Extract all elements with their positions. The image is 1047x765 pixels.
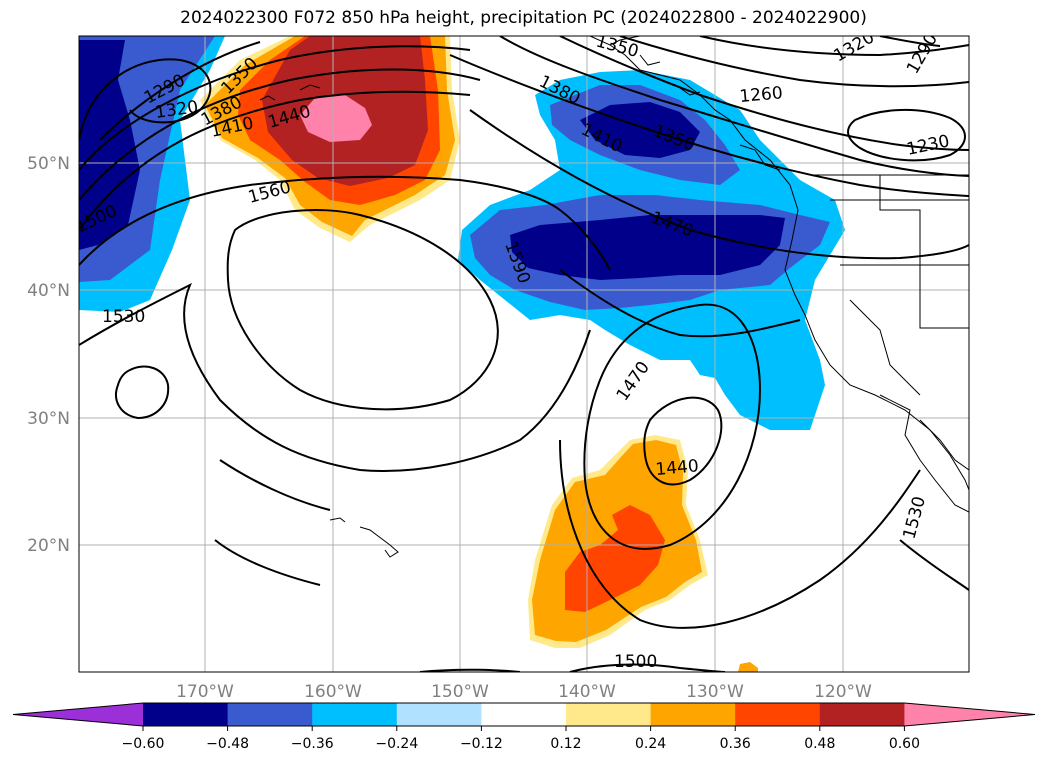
height-contours [79,36,969,672]
map-title: 2024022300 F072 850 hPa height, precipit… [180,8,867,28]
latitude-tick-label: 30°N [27,409,70,429]
colorbar-segment [650,703,736,726]
longitude-tick-label: 160°W [304,682,362,702]
colorbar-tick-label: −0.36 [291,736,334,752]
colorbar-segment [735,703,821,726]
contour-label: 1500 [614,652,657,672]
latitude-axis: 50°N 40°N 30°N 20°N [27,154,70,556]
colorbar-tick-label: −0.24 [375,736,418,752]
coastlines [259,36,969,558]
latitude-tick-label: 20°N [27,536,70,556]
longitude-axis: 170°W 160°W 150°W 140°W 130°W 120°W [176,682,872,702]
colorbar-segment [143,703,229,726]
colorbar-extend-high [904,703,1035,726]
colorbar: −0.60 −0.48 −0.36 −0.24 −0.12 0.12 0.24 0.36 0.4… [12,702,1036,752]
latitude-tick-label: 50°N [27,154,70,174]
longitude-tick-label: 130°W [686,682,744,702]
contour-label: 1440 [655,456,700,480]
colorbar-tick-label: −0.12 [460,736,503,752]
map-gridlines [79,36,969,672]
plot-area: 1290 1320 1350 1380 1410 1440 1560 1530 … [79,36,969,672]
plot-frame [78,35,970,673]
longitude-tick-label: 140°W [558,682,616,702]
latitude-tick-label: 40°N [27,281,70,301]
colorbar-segment [396,703,482,726]
contour-label: 1530 [102,307,145,327]
colorbar-tick-label: 0.12 [550,736,581,752]
longitude-tick-label: 150°W [431,682,489,702]
longitude-tick-label: 120°W [814,682,872,702]
negative-anomaly-west [79,36,225,312]
colorbar-segment [819,703,905,726]
colorbar-segment [312,703,398,726]
colorbar-segment [566,703,652,726]
longitude-tick-label: 170°W [176,682,234,702]
colorbar-segment [481,703,567,726]
contour-label: 1260 [739,83,784,107]
colorbar-tick-label: −0.48 [206,736,249,752]
colorbar-extend-low [13,703,143,726]
colorbar-tick-label: 0.48 [804,736,835,752]
colorbar-tick-label: 0.60 [889,736,920,752]
colorbar-tick-label: −0.60 [122,736,165,752]
colorbar-tick-label: 0.36 [720,736,751,752]
colorbar-segment [227,703,313,726]
colorbar-tick-label: 0.24 [635,736,666,752]
